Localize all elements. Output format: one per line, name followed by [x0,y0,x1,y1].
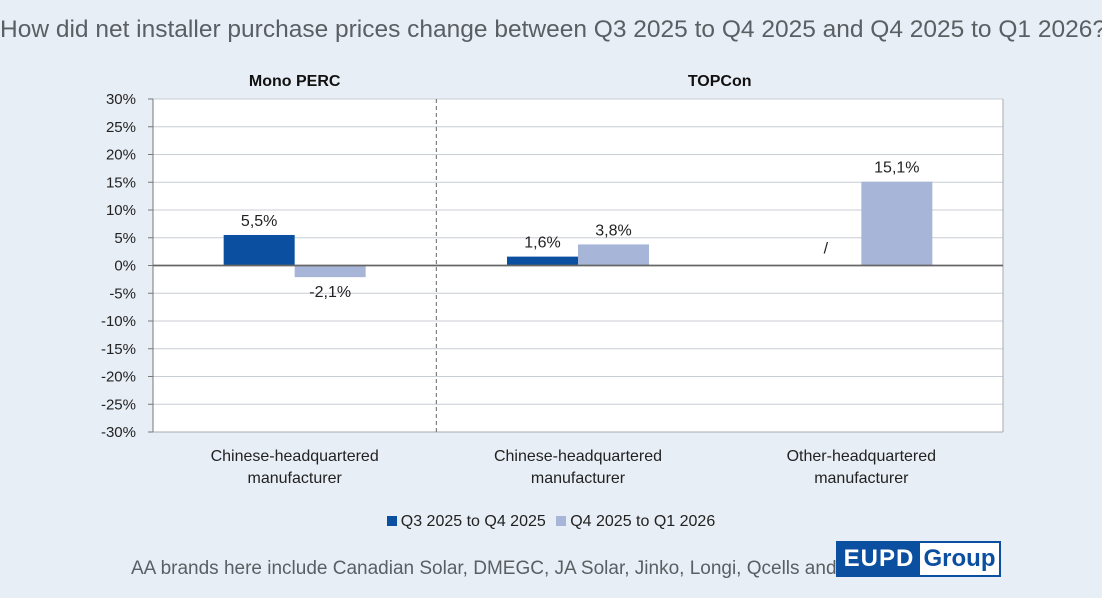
data-label: 3,8% [595,222,631,239]
y-tick-label: -20% [101,369,136,386]
data-label: 1,6% [524,235,560,252]
x-category-label: manufacturer [531,470,626,487]
logo-right-text: Group [923,545,996,572]
x-category-label: Chinese-headquartered [494,448,662,465]
legend-label-series-2: Q4 2025 to Q1 2026 [570,513,716,530]
legend-label-series-1: Q3 2025 to Q4 2025 [400,513,546,530]
eupd-group-logo: EUPD Group [836,541,1001,577]
y-tick-label: 25% [106,119,136,136]
y-tick-label: 20% [106,147,136,164]
x-category-label: Chinese-headquartered [211,448,379,465]
legend-swatch-series-2 [556,516,567,526]
y-tick-label: -5% [109,285,136,302]
y-tick-label: 15% [106,174,136,191]
chart-legend: Q3 2025 to Q4 2025 Q4 2025 to Q1 2026 [0,513,1102,531]
y-tick-label: -25% [101,396,136,413]
bar-series-1 [507,256,578,266]
footnote: AA brands here include Canadian Solar, D… [131,558,890,579]
panel-label-mono-perc: Mono PERC [249,73,341,90]
data-label: -2,1% [309,284,351,301]
x-category-label: manufacturer [248,470,343,487]
y-tick-label: -15% [101,341,136,358]
y-tick-label: -10% [101,313,136,330]
x-category-label: manufacturer [814,470,909,487]
bar-series-2 [578,244,649,266]
bar-series-2 [294,265,366,278]
legend-item-series-1: Q3 2025 to Q4 2025 [386,513,546,531]
panel-label-topcon: TOPCon [688,73,752,90]
data-label: 15,1% [874,160,919,177]
y-tick-label: 30% [106,91,136,108]
x-category-label: Other-headquartered [787,448,936,465]
legend-item-series-2: Q4 2025 to Q1 2026 [556,513,715,531]
y-tick-label: 10% [106,202,136,219]
data-label: / [824,241,829,258]
bar-series-1 [223,234,295,266]
bar-series-2 [861,181,933,266]
data-label: 5,5% [241,213,277,230]
y-tick-label: -30% [101,424,136,441]
legend-swatch-series-1 [386,516,397,526]
logo-left-text: EUPD [838,543,920,575]
chart-title: How did net installer purchase prices ch… [0,16,1102,43]
y-tick-label: 0% [114,258,136,275]
y-tick-label: 5% [114,230,136,247]
